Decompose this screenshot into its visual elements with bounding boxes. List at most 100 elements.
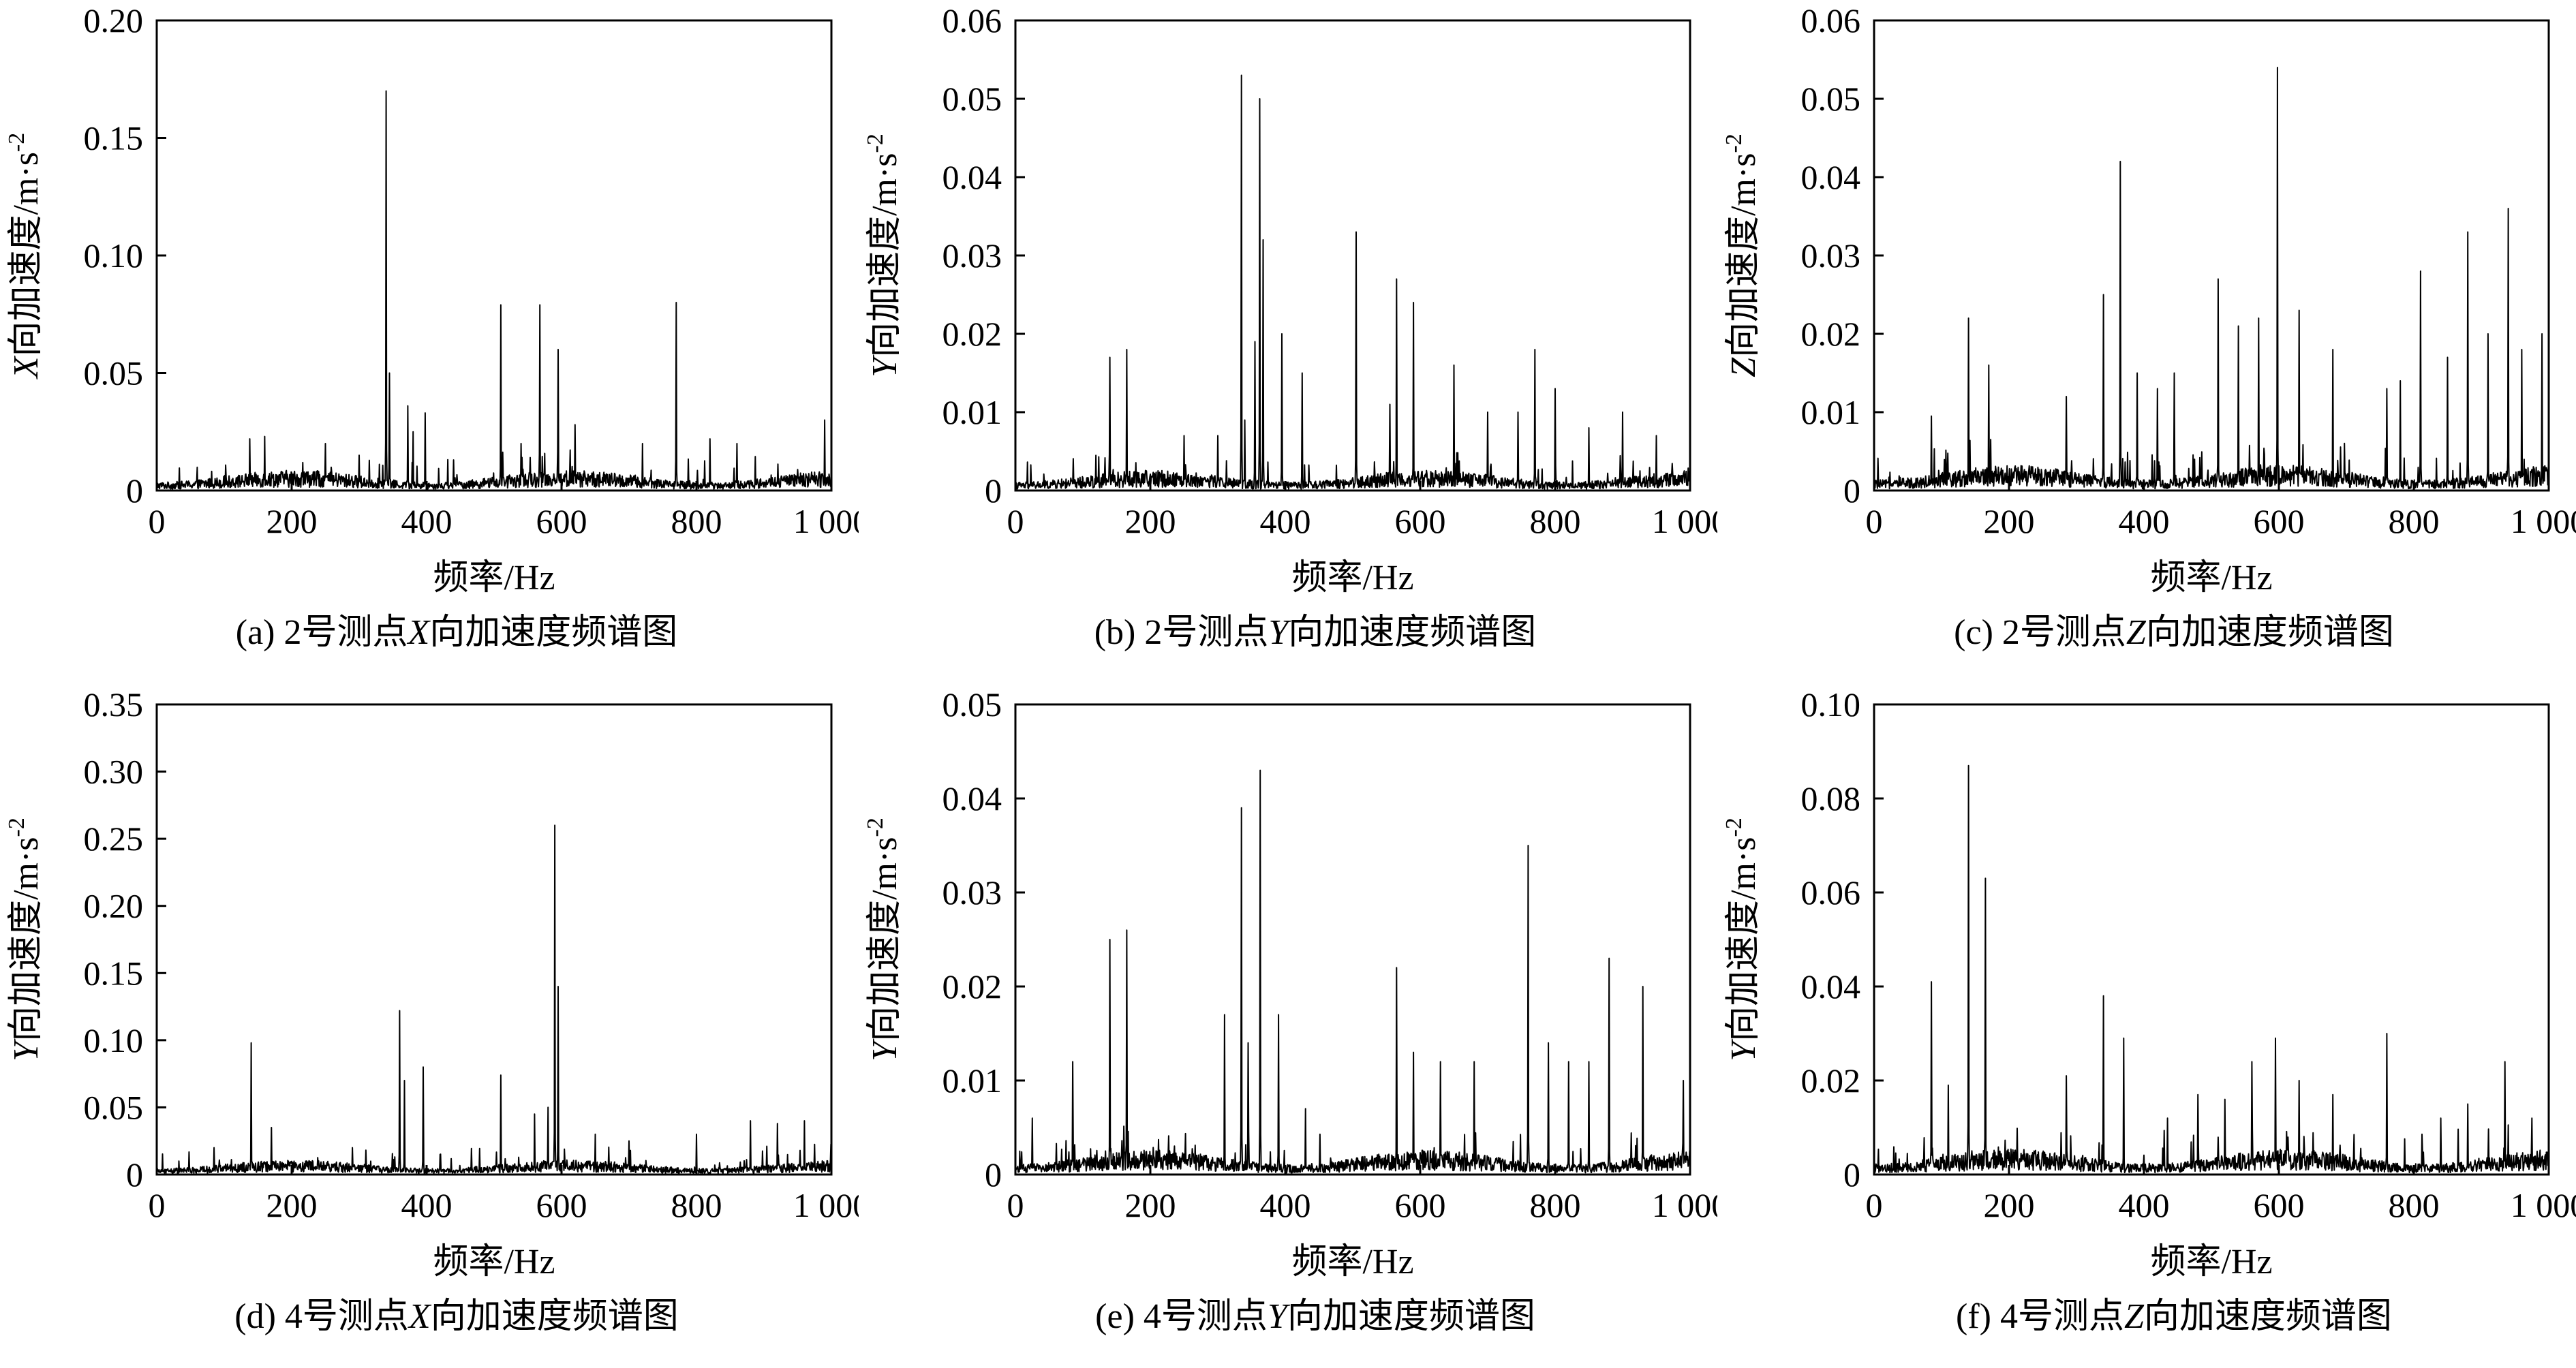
y-tick-label: 0 xyxy=(1843,471,1860,510)
y-axis-label-text: 向加速度/m·s xyxy=(1724,837,1763,1041)
y-tick-label: 0.15 xyxy=(84,119,144,157)
y-tick-label: 0.04 xyxy=(1801,158,1861,196)
chart-svg-4: 0 200 400 600 800 1 000 0 0.01 0.02 0.03 0.04 0.05 频… xyxy=(863,685,1717,1336)
y-axis-label-text: 向加速度/m·s xyxy=(1724,153,1763,357)
x-tick-label: 200 xyxy=(1984,1186,2035,1224)
x-tick-label: 600 xyxy=(2254,1186,2305,1224)
y-axis-label-text: 向加速度/m·s xyxy=(7,837,46,1041)
x-tick-label: 400 xyxy=(401,1186,453,1224)
y-tick-label: 0.02 xyxy=(1801,1061,1861,1100)
y-tick-label: 0.03 xyxy=(942,236,1002,275)
y-tick-label: 0.35 xyxy=(84,685,144,724)
chart-panel-1: 0 200 400 600 800 1 000 0 0.01 0.02 0.03 0.04 0.05 0… xyxy=(859,0,1717,684)
y-axis-label-text: 向加速度/m·s xyxy=(865,837,904,1041)
x-axis-label: 频率/Hz xyxy=(2150,559,2272,597)
x-axis-label: 频率/Hz xyxy=(1291,1243,1413,1281)
x-tick-label: 1 000 xyxy=(1652,1186,1717,1224)
x-tick-label: 400 xyxy=(401,502,453,540)
y-tick-label: 0 xyxy=(1843,1155,1860,1194)
x-axis-label: 频率/Hz xyxy=(1291,559,1413,597)
caption-prefix: (e) 4号测点 xyxy=(1095,1297,1268,1336)
y-tick-label: 0.01 xyxy=(1801,393,1861,431)
plot-frame xyxy=(1014,703,1691,1176)
x-tick-label: 0 xyxy=(1866,502,1883,540)
y-tick-label: 0.25 xyxy=(84,820,144,858)
y-axis-label: Y向加速度/m·s-2 xyxy=(863,134,904,377)
caption-suffix: 向加速度频谱图 xyxy=(431,1297,679,1336)
panel-caption: (d) 4号测点X向加速度频谱图 xyxy=(234,1297,678,1336)
y-tick-label: 0.30 xyxy=(84,753,144,791)
y-axis-label-sup: -2 xyxy=(1721,134,1747,153)
caption-suffix: 向加速度频谱图 xyxy=(2144,1297,2392,1336)
y-tick-label: 0 xyxy=(126,1155,143,1194)
y-axis-label-text: 向加速度/m·s xyxy=(865,153,904,357)
spectrum-line xyxy=(1015,769,1691,1174)
y-axis-label-var: Z xyxy=(1724,357,1763,377)
chart-svg-2: 0 200 400 600 800 1 000 0 0.01 0.02 0.03 0.04 0.05 0… xyxy=(1721,1,2576,652)
panel-caption: (a) 2号测点X向加速度频谱图 xyxy=(236,613,678,652)
x-tick-label: 1 000 xyxy=(793,502,859,540)
x-tick-label: 800 xyxy=(2389,1186,2440,1224)
y-axis-label-var: Y xyxy=(7,1038,46,1061)
y-tick-label: 0.01 xyxy=(942,393,1002,431)
y-tick-label: 0.10 xyxy=(1801,685,1861,724)
y-tick-label: 0.05 xyxy=(84,354,144,392)
y-tick-label: 0 xyxy=(985,471,1002,510)
x-tick-label: 1 000 xyxy=(2511,502,2576,540)
chart-panel-4: 0 200 400 600 800 1 000 0 0.01 0.02 0.03 0.04 0.05 频… xyxy=(859,684,1717,1368)
x-tick-label: 0 xyxy=(1866,1186,1883,1224)
spectrum-line xyxy=(1015,74,1691,490)
caption-var: Z xyxy=(2126,613,2147,652)
x-tick-label: 600 xyxy=(1395,502,1446,540)
y-tick-label: 0 xyxy=(126,471,143,510)
caption-var: Y xyxy=(1268,613,1291,652)
caption-prefix: (b) 2号测点 xyxy=(1094,613,1269,652)
spectrum-line xyxy=(1873,67,2549,490)
chart-panel-5: 0 200 400 600 800 1 000 0 0.02 0.04 0.06 0.08 0.10 频… xyxy=(1717,684,2576,1368)
caption-var: Y xyxy=(1268,1297,1291,1336)
x-tick-label: 200 xyxy=(266,1186,318,1224)
caption-suffix: 向加速度频谱图 xyxy=(1288,613,1536,652)
spectrum-line xyxy=(156,90,832,490)
y-axis-label-var: Y xyxy=(865,354,904,377)
x-tick-label: 400 xyxy=(1260,502,1311,540)
panel-caption: (f) 4号测点Z向加速度频谱图 xyxy=(1956,1297,2392,1336)
panel-caption: (e) 4号测点Y向加速度频谱图 xyxy=(1095,1297,1535,1336)
y-axis-label: Y向加速度/m·s-2 xyxy=(863,818,904,1061)
caption-suffix: 向加速度频谱图 xyxy=(1287,1297,1535,1336)
y-tick-label: 0.01 xyxy=(942,1061,1002,1100)
x-tick-label: 400 xyxy=(1260,1186,1311,1224)
y-axis-label-sup: -2 xyxy=(1721,818,1747,837)
y-axis-label-sup: -2 xyxy=(4,818,29,837)
y-tick-label: 0.03 xyxy=(942,873,1002,912)
y-axis-label-text: 向加速度/m·s xyxy=(7,152,46,356)
x-tick-label: 800 xyxy=(671,1186,722,1224)
y-tick-label: 0.06 xyxy=(1801,873,1861,912)
x-tick-label: 200 xyxy=(1984,502,2035,540)
chart-svg-1: 0 200 400 600 800 1 000 0 0.01 0.02 0.03 0.04 0.05 0… xyxy=(863,1,1717,652)
y-axis-label-sup: -2 xyxy=(863,134,888,153)
y-axis-label: X向加速度/m·s-2 xyxy=(4,133,46,380)
caption-var: X xyxy=(408,1297,432,1336)
caption-prefix: (d) 4号测点 xyxy=(234,1297,409,1336)
caption-suffix: 向加速度频谱图 xyxy=(429,613,677,652)
x-tick-label: 200 xyxy=(266,502,318,540)
chart-panel-0: 0 200 400 600 800 1 000 0 0.05 0.10 0.15 0.20 频率/Hz… xyxy=(0,0,859,684)
plot-frame xyxy=(1014,19,1691,492)
x-tick-label: 400 xyxy=(2119,1186,2170,1224)
x-tick-label: 800 xyxy=(671,502,722,540)
spectrum-line xyxy=(156,824,832,1175)
y-tick-label: 0.15 xyxy=(84,954,144,992)
y-axis-label-var: Y xyxy=(1724,1038,1763,1061)
x-tick-label: 800 xyxy=(1530,502,1581,540)
y-tick-label: 0.20 xyxy=(84,887,144,925)
caption-prefix: (c) 2号测点 xyxy=(1954,613,2126,652)
y-tick-label: 0.05 xyxy=(942,80,1002,118)
x-tick-label: 1 000 xyxy=(2511,1186,2576,1224)
y-tick-label: 0.06 xyxy=(942,1,1002,40)
panel-caption: (c) 2号测点Z向加速度频谱图 xyxy=(1954,613,2394,652)
x-tick-label: 200 xyxy=(1125,1186,1176,1224)
y-tick-label: 0.10 xyxy=(84,236,144,275)
y-tick-label: 0.20 xyxy=(84,1,144,40)
plot-frame xyxy=(155,19,833,492)
